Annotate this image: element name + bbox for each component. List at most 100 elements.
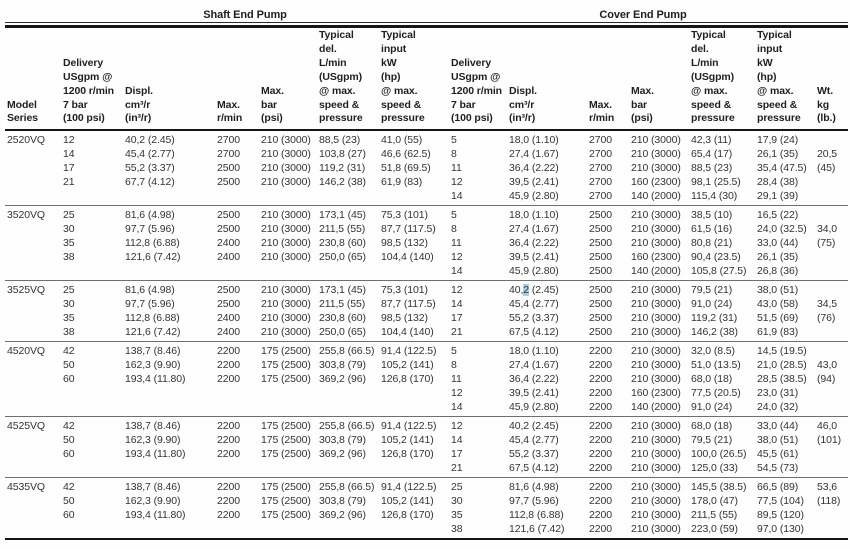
- model-cell: [5, 311, 61, 325]
- model-cell: [5, 264, 61, 281]
- cover-delivery-cell: 30: [451, 495, 463, 508]
- shaft-delivery-cell: 38: [63, 251, 75, 264]
- shaft-max-pressure-cell: 175 (2500): [261, 495, 311, 508]
- cover-max-rpm-cell: 2200: [589, 401, 612, 414]
- cover-typical-delivery-cell: 119,2 (31): [691, 312, 738, 325]
- selection-highlight: 2: [523, 284, 530, 297]
- cover-typical-input-header: Typical input kW (hp) @ max. speed & pre…: [757, 29, 801, 125]
- shaft-max-pressure-cell: [259, 522, 317, 539]
- shaft-typical-input-cell: 46,6 (62.5): [381, 148, 431, 161]
- cover-max-pressure-header: Max. bar (psi): [631, 84, 654, 125]
- shaft-typical-input-cell: 87,7 (117.5): [381, 223, 436, 236]
- cover-max-rpm-cell: 2200: [589, 373, 612, 386]
- cover-displacement-cell: 27,4 (1.67): [509, 148, 559, 161]
- shaft-typical-input-cell: [379, 264, 449, 281]
- cover-typical-delivery-cell: 91,0 (24): [691, 298, 733, 311]
- cover-displacement-cell: 55,2 (3.37): [509, 312, 559, 325]
- cover-delivery-cell: 14: [451, 401, 463, 414]
- shaft-max-rpm-cell: 2200: [217, 509, 240, 522]
- shaft-typical-input-cell: 98,5 (132): [381, 237, 428, 250]
- model-cell: [5, 433, 61, 447]
- section-title-row: Shaft End Pump Cover End Pump: [5, 7, 848, 23]
- cover-delivery-cell: 12: [451, 251, 463, 264]
- model-cell: 4535VQ: [7, 481, 45, 494]
- cover-max-pressure-cell: 210 (3000): [631, 420, 681, 433]
- shaft-max-rpm-cell: [215, 189, 259, 206]
- shaft-typical-input-cell: 51,8 (69.5): [381, 162, 431, 175]
- shaft-typical-input-cell: 126,8 (170): [381, 373, 434, 386]
- shaft-max-pressure-cell: [259, 461, 317, 478]
- cover-max-rpm-cell: 2500: [589, 265, 612, 278]
- shaft-displacement-cell: [123, 400, 215, 417]
- weight-cell: 53,6: [817, 481, 838, 494]
- shaft-delivery-cell: 38: [63, 326, 75, 339]
- shaft-delivery-cell: 42: [63, 420, 75, 433]
- shaft-max-rpm-cell: 2200: [217, 373, 240, 386]
- cover-typical-delivery-cell: 145,5 (38.5): [691, 481, 747, 494]
- shaft-displacement-cell: 138,7 (8.46): [125, 481, 181, 494]
- cover-max-rpm-cell: 2700: [589, 162, 612, 175]
- cover-displacement-cell: 45,9 (2.80): [509, 190, 559, 203]
- shaft-delivery-cell: 21: [63, 176, 75, 189]
- cover-max-rpm-cell: 2500: [589, 209, 612, 222]
- cover-typical-delivery-cell: 79,5 (21): [691, 434, 733, 447]
- table-row: 60 193,4 (11.80) 2200 175 (2500) 369,2 (96) 1…: [5, 508, 848, 522]
- cover-typical-input-cell: 97,0 (130): [757, 523, 804, 536]
- shaft-typical-delivery-cell: 211,5 (55): [319, 298, 366, 311]
- cover-typical-delivery-cell: 38,5 (10): [691, 209, 733, 222]
- shaft-delivery-cell: 42: [63, 345, 75, 358]
- table-row: 14 45,9 (2.80) 2500 140 (2000) 105,8 (27.5) 2…: [5, 264, 848, 281]
- shaft-max-pressure-cell: 175 (2500): [261, 345, 311, 358]
- model-cell: 3525VQ: [7, 284, 45, 297]
- cover-displacement-cell: 27,4 (1.67): [509, 359, 559, 372]
- shaft-displacement-cell: 55,2 (3.37): [125, 162, 175, 175]
- cover-max-pressure-cell: 210 (3000): [631, 481, 681, 494]
- model-cell: [5, 236, 61, 250]
- shaft-delivery-cell: [61, 522, 123, 539]
- cover-delivery-cell: 17: [451, 312, 463, 325]
- shaft-max-pressure-cell: 210 (3000): [261, 148, 311, 161]
- shaft-max-pressure-cell: 210 (3000): [261, 162, 311, 175]
- shaft-max-pressure-cell: [259, 264, 317, 281]
- shaft-displacement-cell: 138,7 (8.46): [125, 420, 181, 433]
- shaft-max-pressure-cell: 210 (3000): [261, 298, 311, 311]
- cover-max-pressure-cell: 210 (3000): [631, 134, 681, 147]
- cover-max-rpm-cell: 2200: [589, 523, 612, 536]
- cover-max-pressure-cell: 210 (3000): [631, 373, 681, 386]
- model-cell: [5, 447, 61, 461]
- cover-max-pressure-cell: 210 (3000): [631, 162, 681, 175]
- cover-max-pressure-cell: 210 (3000): [631, 223, 681, 236]
- model-cell: [5, 461, 61, 478]
- model-cell: [5, 508, 61, 522]
- shaft-max-pressure-header: Max. bar (psi): [261, 84, 284, 125]
- cover-max-pressure-cell: 210 (3000): [631, 209, 681, 222]
- shaft-delivery-cell: 60: [63, 448, 75, 461]
- model-cell: [5, 386, 61, 400]
- shaft-delivery-cell: 50: [63, 495, 75, 508]
- cover-max-rpm-cell: 2200: [589, 462, 612, 475]
- shaft-max-pressure-cell: 175 (2500): [261, 448, 311, 461]
- model-cell: [5, 372, 61, 386]
- model-cell: 2520VQ: [7, 134, 45, 147]
- cover-delivery-cell: 35: [451, 509, 463, 522]
- cover-delivery-cell: 17: [451, 448, 463, 461]
- cover-delivery-cell: 38: [451, 523, 463, 536]
- shaft-typical-input-cell: 126,8 (170): [381, 448, 434, 461]
- cover-max-rpm-cell: 2500: [589, 312, 612, 325]
- shaft-displacement-cell: 121,6 (7.42): [125, 251, 181, 264]
- cover-displacement-cell: 18,0 (1.10): [509, 134, 559, 147]
- table-header: Model Series Delivery USgpm @ 1200 r/min…: [5, 29, 848, 131]
- cover-typical-input-cell: 29,1 (39): [757, 190, 799, 203]
- cover-max-rpm-cell: 2500: [589, 237, 612, 250]
- shaft-typical-delivery-cell: 369,2 (96): [319, 509, 366, 522]
- cover-displacement-cell: 81,6 (4.98): [509, 481, 559, 494]
- shaft-delivery-cell: [61, 264, 123, 281]
- cover-delivery-cell: 5: [451, 345, 457, 358]
- table-row: 4535VQ 42 138,7 (8.46) 2200 175 (2500) 255,8 …: [5, 478, 848, 495]
- shaft-typical-delivery-cell: 230,8 (60): [319, 312, 366, 325]
- weight-cell: [815, 250, 848, 264]
- shaft-typical-input-cell: [379, 189, 449, 206]
- shaft-typical-input-cell: [379, 400, 449, 417]
- shaft-typical-input-cell: 41,0 (55): [381, 134, 423, 147]
- shaft-delivery-cell: 30: [63, 223, 75, 236]
